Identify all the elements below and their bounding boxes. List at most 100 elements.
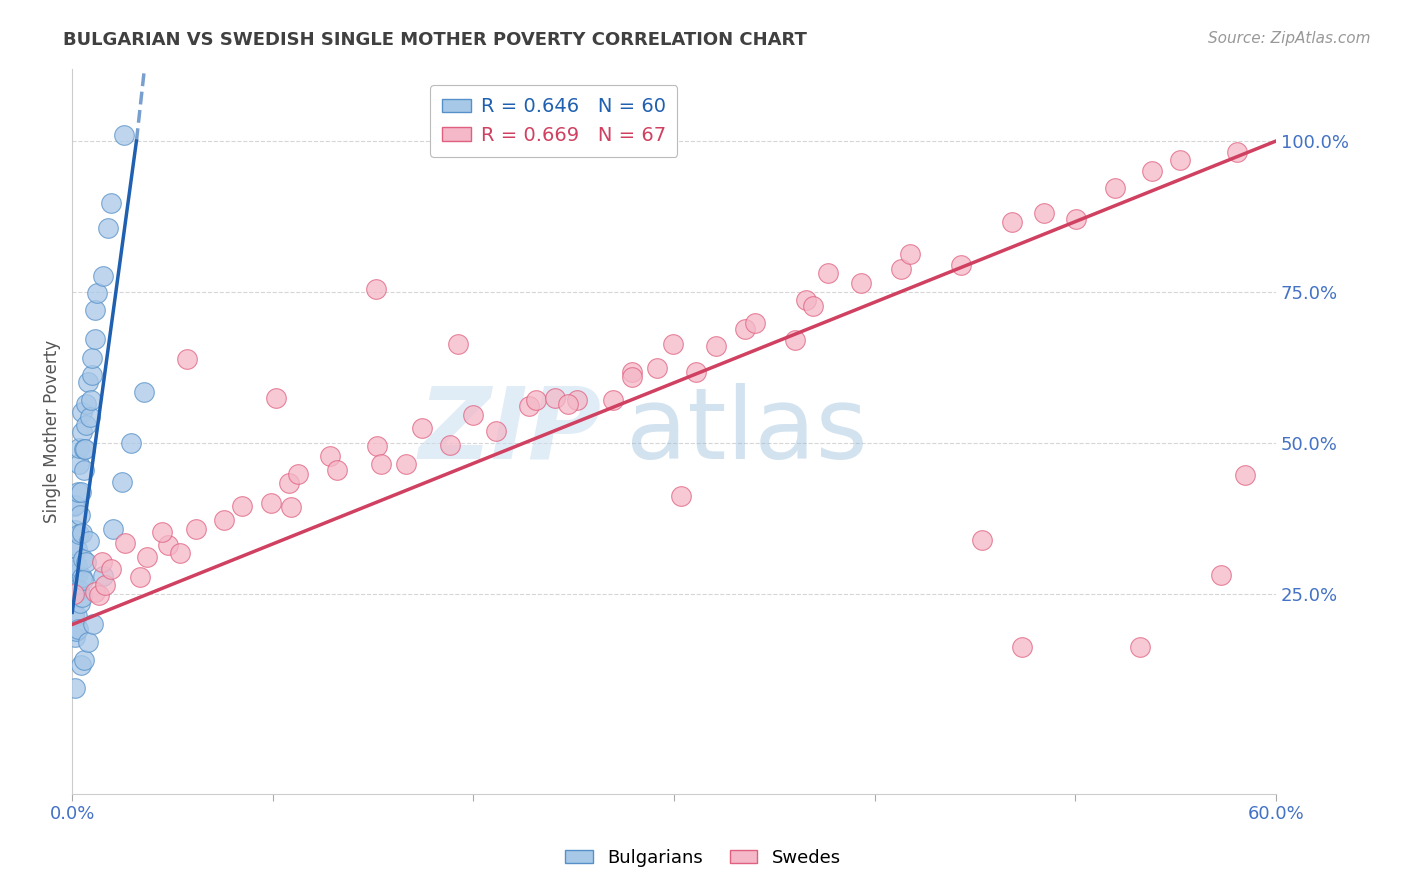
Point [80, 368, 103, 383]
Point [231, 499, 253, 513]
Point [67, 622, 90, 636]
Point [67, 582, 90, 597]
Point [79, 410, 101, 425]
Point [63, 498, 86, 512]
Point [75, 555, 97, 569]
Point [645, 361, 668, 376]
Point [621, 369, 644, 384]
Point [1226, 145, 1249, 160]
Point [69, 596, 91, 610]
Point [890, 261, 912, 276]
Point [602, 392, 624, 407]
Point [63, 563, 86, 577]
Point [156, 537, 179, 551]
Point [100, 562, 122, 576]
Point [73, 442, 96, 456]
Point [129, 570, 152, 584]
Point [70, 425, 93, 439]
Point [100, 195, 122, 210]
Point [90, 555, 112, 569]
Point [63, 523, 86, 537]
Point [67, 527, 90, 541]
Point [898, 247, 921, 261]
Point [62, 573, 84, 587]
Legend: Bulgarians, Swedes: Bulgarians, Swedes [558, 842, 848, 874]
Point [1011, 640, 1033, 654]
Point [120, 436, 142, 450]
Point [67, 441, 90, 455]
Point [70, 485, 93, 500]
Point [62, 586, 84, 600]
Text: ZIP: ZIP [419, 383, 602, 480]
Point [86, 285, 108, 300]
Point [1104, 180, 1126, 194]
Point [685, 365, 707, 379]
Text: BULGARIAN VS SWEDISH SINGLE MOTHER POVERTY CORRELATION CHART: BULGARIAN VS SWEDISH SINGLE MOTHER POVER… [63, 31, 807, 49]
Point [744, 317, 766, 331]
Y-axis label: Single Mother Poverty: Single Mother Poverty [44, 340, 60, 523]
Point [544, 391, 567, 405]
Point [66, 485, 89, 500]
Point [63, 607, 86, 622]
Point [80, 351, 103, 366]
Point [63, 631, 86, 645]
Legend: R = 0.646   N = 60, R = 0.669   N = 67: R = 0.646 N = 60, R = 0.669 N = 67 [430, 86, 678, 157]
Point [287, 467, 309, 481]
Point [72, 574, 94, 588]
Point [70, 405, 93, 419]
Point [1168, 153, 1191, 168]
Point [1209, 568, 1232, 582]
Point [75, 397, 97, 411]
Point [65, 541, 87, 556]
Point [950, 258, 973, 272]
Point [111, 475, 134, 490]
Point [103, 522, 125, 536]
Point [1032, 205, 1054, 219]
Point [1064, 211, 1087, 226]
Point [517, 399, 540, 413]
Point [280, 500, 302, 515]
Point [661, 337, 683, 351]
Point [75, 442, 97, 457]
Point [485, 424, 508, 438]
Text: Source: ZipAtlas.com: Source: ZipAtlas.com [1208, 31, 1371, 46]
Point [72, 591, 94, 605]
Point [794, 293, 817, 307]
Point [112, 128, 135, 142]
Point [278, 476, 301, 491]
Point [73, 653, 96, 667]
Point [704, 339, 727, 353]
Point [621, 365, 644, 379]
Point [817, 266, 839, 280]
Point [76, 635, 98, 649]
Point [319, 449, 342, 463]
Text: atlas: atlas [626, 383, 868, 480]
Point [463, 408, 485, 422]
Point [132, 384, 155, 399]
Point [80, 393, 103, 408]
Point [70, 525, 93, 540]
Point [785, 333, 807, 347]
Point [326, 463, 349, 477]
Point [1001, 215, 1024, 229]
Point [65, 608, 87, 623]
Point [1129, 640, 1152, 654]
Point [63, 499, 86, 513]
Point [63, 681, 86, 695]
Point [1140, 163, 1163, 178]
Point [176, 352, 198, 367]
Point [214, 513, 236, 527]
Point [82, 617, 104, 632]
Point [63, 538, 86, 552]
Point [669, 489, 692, 503]
Point [395, 458, 418, 472]
Point [70, 658, 93, 673]
Point [65, 624, 87, 638]
Point [366, 282, 388, 296]
Point [97, 221, 120, 235]
Point [66, 559, 89, 574]
Point [524, 392, 547, 407]
Point [260, 495, 283, 509]
Point [67, 458, 90, 472]
Point [72, 552, 94, 566]
